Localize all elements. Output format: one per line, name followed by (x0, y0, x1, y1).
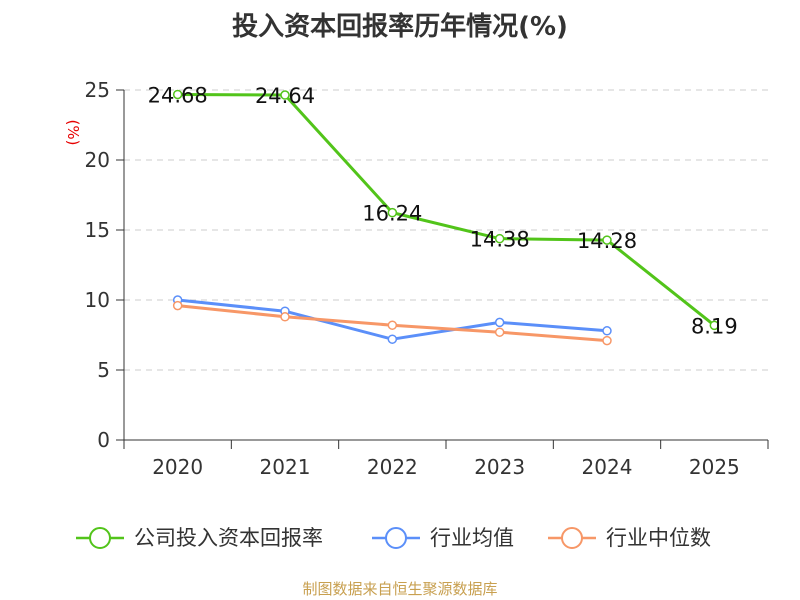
chart-legend: 公司投入资本回报率 行业均值 行业中位数 (0, 518, 800, 558)
legend-label: 行业均值 (430, 526, 514, 550)
data-point (387, 320, 398, 330)
x-tick-label: 2020 (152, 455, 203, 479)
y-tick-label: 15 (85, 218, 110, 242)
y-tick-label: 5 (97, 358, 110, 382)
y-tick-label: 0 (97, 428, 110, 452)
legend-label: 公司投入资本回报率 (134, 526, 323, 550)
data-label: 14.28 (577, 229, 637, 253)
y-tick-label: 10 (85, 288, 110, 312)
data-label: 24.64 (255, 84, 315, 108)
source-note: 制图数据来自恒生聚源数据库 (302, 580, 498, 598)
x-tick-label: 2022 (367, 455, 418, 479)
data-point (172, 300, 183, 311)
data-point (494, 233, 505, 244)
data-label: 8.19 (691, 314, 738, 338)
data-point (602, 326, 612, 336)
data-point (602, 235, 612, 245)
y-axis-label: (%) (64, 120, 82, 146)
x-tick-label: 2025 (689, 455, 740, 479)
x-tick-label: 2024 (582, 455, 633, 479)
x-tick-label: 2021 (260, 455, 311, 479)
x-tick-label: 2023 (474, 455, 525, 479)
data-point (387, 334, 398, 344)
data-point (280, 312, 290, 322)
data-point (602, 335, 612, 346)
data-point (280, 90, 290, 100)
data-point (172, 89, 183, 100)
chart-title: 投入资本回报率历年情况(%) (232, 12, 568, 42)
series-line-0 (177, 92, 716, 327)
legend-marker (89, 527, 111, 549)
data-label: 24.68 (148, 83, 208, 107)
legend-label: 行业中位数 (606, 526, 711, 550)
series-line-1 (177, 298, 608, 341)
data-point (709, 320, 720, 331)
legend-svg: 公司投入资本回报率 行业均值 行业中位数 (76, 526, 711, 550)
data-point (387, 207, 398, 218)
data-label: 16.24 (362, 202, 422, 226)
legend-marker (385, 527, 407, 549)
y-tick-label: 20 (85, 148, 110, 172)
data-point (494, 327, 505, 337)
y-tick-label: 25 (85, 78, 110, 102)
data-point (494, 317, 505, 328)
data-label: 14.38 (470, 228, 530, 252)
legend-marker (561, 527, 583, 549)
